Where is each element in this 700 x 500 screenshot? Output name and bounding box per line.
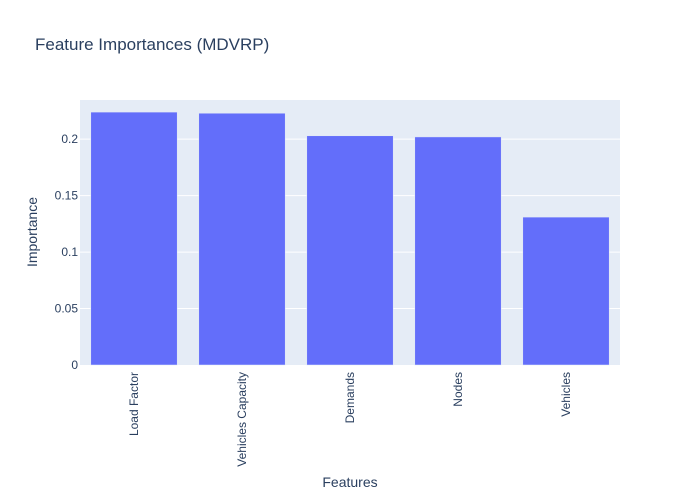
bar — [90, 111, 178, 366]
y-tick-label: 0 — [71, 358, 78, 372]
y-tick-labels: 0 0.05 0.1 0.15 0.2 — [55, 132, 79, 372]
x-tick-label: Load Factor — [127, 372, 141, 436]
y-tick-label: 0.15 — [55, 189, 79, 203]
bar — [414, 136, 502, 366]
x-tick-label: Nodes — [451, 372, 465, 407]
x-tick-label: Demands — [343, 372, 357, 423]
bar — [522, 216, 610, 366]
y-axis-title: Importance — [24, 197, 40, 267]
bars — [90, 111, 610, 366]
y-tick-label: 0.05 — [55, 302, 79, 316]
x-tick-labels: Load Factor Vehicles Capacity Demands Nodes… — [127, 372, 573, 467]
x-tick-label: Vehicles — [559, 372, 573, 417]
x-tick-label: Vehicles Capacity — [235, 372, 249, 467]
bar — [306, 135, 394, 366]
chart-title: Feature Importances (MDVRP) — [35, 35, 269, 54]
bar — [198, 112, 286, 366]
x-axis-title: Features — [322, 474, 377, 490]
y-tick-label: 0.2 — [61, 132, 78, 146]
y-tick-label: 0.1 — [61, 245, 78, 259]
